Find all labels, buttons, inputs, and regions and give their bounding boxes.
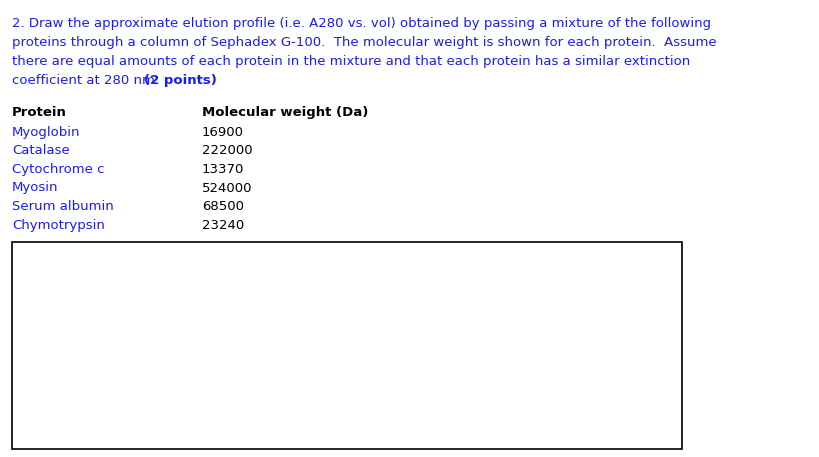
Text: coefficient at 280 nm.: coefficient at 280 nm. xyxy=(12,74,163,87)
Text: Myoglobin: Myoglobin xyxy=(12,126,80,139)
Text: Molecular weight (Da): Molecular weight (Da) xyxy=(202,106,369,119)
Text: 2. Draw the approximate elution profile (i.e. A280 vs. vol) obtained by passing : 2. Draw the approximate elution profile … xyxy=(12,17,711,30)
Text: Serum albumin: Serum albumin xyxy=(12,200,114,213)
Text: there are equal amounts of each protein in the mixture and that each protein has: there are equal amounts of each protein … xyxy=(12,55,690,68)
Text: Myosin: Myosin xyxy=(12,181,58,195)
Text: (2 points): (2 points) xyxy=(144,74,217,87)
Text: 222000: 222000 xyxy=(202,144,252,158)
Text: 524000: 524000 xyxy=(202,181,252,195)
Text: Chymotrypsin: Chymotrypsin xyxy=(12,218,105,232)
Text: Cytochrome c: Cytochrome c xyxy=(12,163,105,176)
Text: 16900: 16900 xyxy=(202,126,244,139)
Text: proteins through a column of Sephadex G-100.  The molecular weight is shown for : proteins through a column of Sephadex G-… xyxy=(12,36,717,49)
Text: 13370: 13370 xyxy=(202,163,244,176)
Bar xyxy=(12,242,682,449)
Text: Catalase: Catalase xyxy=(12,144,70,158)
Text: 23240: 23240 xyxy=(202,218,244,232)
Text: Protein: Protein xyxy=(12,106,67,119)
Text: 68500: 68500 xyxy=(202,200,244,213)
